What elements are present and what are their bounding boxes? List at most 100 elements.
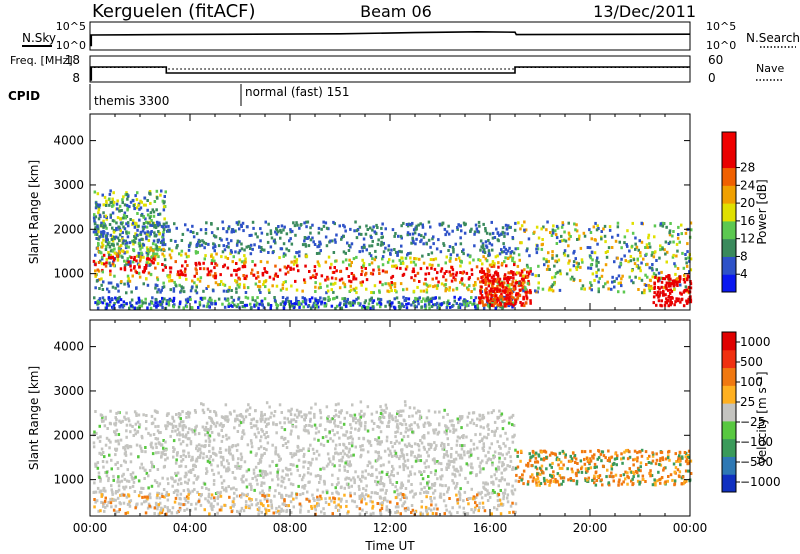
data-cell <box>116 297 120 300</box>
data-cell <box>272 239 276 243</box>
data-cell <box>129 301 132 305</box>
data-cell <box>481 275 485 279</box>
data-cell <box>542 257 546 261</box>
data-cell <box>189 230 192 234</box>
data-cell <box>222 265 225 269</box>
data-cell <box>296 415 299 419</box>
data-cell <box>215 453 218 457</box>
data-cell <box>110 497 114 501</box>
data-cell <box>331 417 335 421</box>
data-cell <box>452 250 455 254</box>
data-cell <box>194 250 198 254</box>
data-cell <box>115 252 118 256</box>
data-cell <box>458 306 462 309</box>
data-cell <box>504 488 507 492</box>
data-cell <box>210 231 214 235</box>
data-cell <box>435 301 439 305</box>
data-cell <box>305 220 308 224</box>
data-cell <box>431 303 435 307</box>
data-cell <box>224 448 228 452</box>
data-cell <box>428 263 432 267</box>
data-cell <box>225 298 228 302</box>
data-cell <box>264 473 267 477</box>
data-cell <box>319 249 322 253</box>
data-cell <box>160 492 164 496</box>
data-cell <box>470 290 473 293</box>
data-cell <box>254 409 257 413</box>
data-cell <box>233 476 236 480</box>
data-cell <box>683 289 687 292</box>
data-cell <box>420 500 424 503</box>
data-cell <box>124 453 128 457</box>
data-cell <box>404 267 408 271</box>
data-cell <box>115 228 118 232</box>
data-cell <box>333 433 336 437</box>
data-cell <box>228 285 231 289</box>
data-cell <box>689 221 693 225</box>
data-cell <box>367 494 370 498</box>
data-cell <box>111 255 114 259</box>
data-cell <box>511 296 515 300</box>
data-cell <box>365 484 368 488</box>
data-cell <box>486 299 489 303</box>
data-cell <box>205 471 208 475</box>
data-cell <box>412 289 416 293</box>
data-cell <box>331 462 334 466</box>
data-cell <box>491 489 495 492</box>
data-cell <box>161 286 164 289</box>
data-cell <box>491 294 495 297</box>
data-cell <box>511 466 515 470</box>
data-cell <box>664 252 667 256</box>
data-cell <box>259 473 262 477</box>
data-cell <box>438 423 441 427</box>
data-cell <box>220 481 224 485</box>
data-cell <box>106 243 110 246</box>
data-cell <box>388 449 392 453</box>
data-cell <box>600 235 603 239</box>
data-cell <box>490 264 493 268</box>
data-cell <box>526 265 529 269</box>
data-cell <box>386 289 389 293</box>
data-cell <box>336 477 340 481</box>
data-cell <box>354 277 358 281</box>
data-cell <box>501 285 505 289</box>
data-cell <box>463 302 466 306</box>
data-cell <box>493 262 496 266</box>
data-cell <box>483 251 487 254</box>
data-cell <box>471 302 474 306</box>
data-cell <box>289 228 292 232</box>
data-cell <box>438 410 441 414</box>
data-cell <box>322 220 325 224</box>
data-cell <box>507 301 510 305</box>
data-cell <box>176 433 179 437</box>
data-cell <box>117 246 121 250</box>
data-cell <box>497 484 500 488</box>
data-cell <box>434 296 437 300</box>
data-cell <box>410 303 413 307</box>
data-cell <box>351 437 354 441</box>
data-cell <box>105 460 109 464</box>
data-cell <box>379 456 383 460</box>
data-cell <box>369 512 373 516</box>
data-cell <box>128 205 131 209</box>
data-cell <box>104 224 107 228</box>
data-cell <box>176 427 180 431</box>
data-cell <box>260 231 264 235</box>
data-cell <box>363 424 367 428</box>
data-cell <box>327 502 331 506</box>
data-cell <box>131 484 135 488</box>
data-cell <box>443 453 446 457</box>
data-cell <box>394 264 398 268</box>
data-cell <box>190 428 194 432</box>
data-cell <box>194 459 198 463</box>
data-cell <box>307 244 311 248</box>
data-cell <box>597 290 600 294</box>
data-cell <box>361 280 364 284</box>
data-cell <box>484 481 488 485</box>
data-cell <box>390 283 394 287</box>
data-cell <box>263 433 266 436</box>
data-cell <box>509 289 513 293</box>
data-cell <box>387 414 391 418</box>
data-cell <box>188 437 191 441</box>
data-cell <box>317 231 321 235</box>
